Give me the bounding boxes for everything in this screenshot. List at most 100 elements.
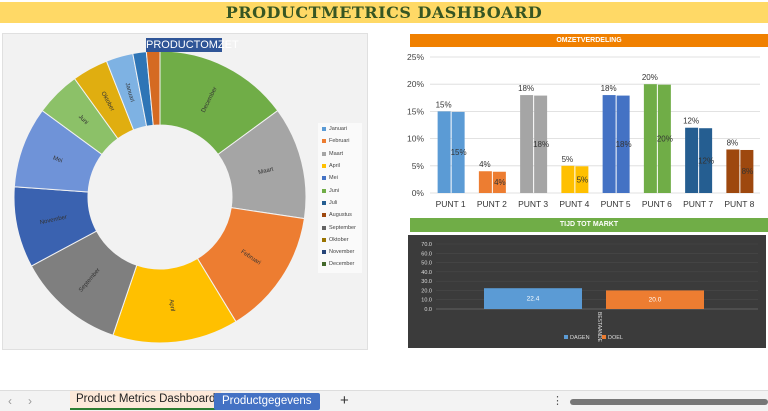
bar	[478, 171, 492, 193]
y-tick-label: 10.0	[421, 298, 432, 304]
legend-swatch	[602, 335, 606, 339]
x-tick-label: PUNT 4	[559, 199, 589, 209]
legend-swatch	[322, 127, 326, 132]
x-tick-label: PUNT 1	[436, 199, 466, 209]
y-tick-label: 50.0	[421, 261, 432, 267]
add-sheet-button[interactable]: +	[340, 392, 349, 409]
omzetverdeling-header: OMZETVERDELING	[410, 34, 768, 47]
legend-label: Juni	[329, 187, 340, 194]
legend-label: December	[329, 261, 355, 268]
data-label: 20%	[642, 73, 658, 82]
bar	[520, 95, 534, 193]
x-tick-label: PUNT 2	[477, 199, 507, 209]
legend-label: April	[329, 163, 341, 170]
legend-label: DAGEN	[570, 335, 590, 341]
legend-item: Mei	[318, 172, 362, 184]
legend-item: December	[318, 258, 362, 270]
y-tick-label: 40.0	[421, 270, 432, 276]
omzetverdeling-chart: 0% 5% 10% 15% 20% 25% 15% 15% PUNT 1 4%4% PUNT 2 18…	[407, 52, 760, 209]
donut-slice-label: April	[168, 299, 175, 312]
donut-legend: Januari Februari Maart April Mei Juni Juli Augu…	[318, 123, 362, 273]
legend-label: November	[329, 249, 355, 256]
data-label: 8%	[742, 167, 754, 176]
y-tick-label: 20.0	[421, 288, 432, 294]
legend-label: DOEL	[608, 335, 623, 341]
prev-sheet-button[interactable]: ‹	[8, 394, 12, 408]
bar	[534, 95, 548, 193]
donut-chart: DecemberMaartFebruariAprilSeptemberNovem…	[13, 50, 307, 344]
legend-swatch	[322, 250, 326, 255]
x-tick-label: PUNT 5	[601, 199, 631, 209]
legend-label: Mei	[329, 175, 338, 182]
legend-swatch	[322, 225, 326, 230]
data-label: 12%	[683, 117, 699, 126]
legend-label: Januari	[329, 126, 348, 133]
data-label: 22.4	[527, 296, 540, 303]
legend-swatch	[322, 151, 326, 156]
y-tick-label: 60.0	[421, 251, 432, 257]
y-tick-label: 15%	[407, 106, 424, 116]
bar	[575, 166, 589, 193]
x-tick-label: PUNT 3	[518, 199, 548, 209]
legend-swatch	[322, 237, 326, 242]
dashboard-title: PRODUCTMETRICS DASHBOARD	[0, 2, 768, 23]
donut-chart-title: PRODUCTOMZET	[146, 38, 239, 52]
bar	[699, 128, 713, 193]
bar	[643, 84, 657, 193]
data-label: 5%	[562, 155, 574, 164]
tijd-tot-markt-chart: 0.0 10.0 20.0 30.0 40.0 50.0 60.0 70.0 22.4 DAGEN…	[421, 242, 758, 343]
x-category-label: BESTAANDE	[596, 312, 602, 343]
legend-label: September	[329, 224, 356, 231]
data-label: 20.0	[649, 297, 662, 304]
bar-dagen	[484, 288, 582, 309]
legend-item: Juni	[318, 184, 362, 196]
legend-swatch	[322, 188, 326, 193]
y-tick-label: 20%	[407, 79, 424, 89]
legend-swatch	[322, 139, 326, 144]
data-label: 15%	[451, 148, 467, 157]
data-label: 8%	[727, 138, 739, 147]
legend-swatch	[322, 164, 326, 169]
data-label: 15%	[436, 100, 452, 109]
tab-product-metrics-dashboard[interactable]: Product Metrics Dashboard	[70, 391, 222, 410]
legend-item: Maart	[318, 148, 362, 160]
bar	[657, 84, 671, 193]
legend-item: Februari	[318, 135, 362, 147]
data-label: 18%	[616, 140, 632, 149]
legend-swatch	[322, 200, 326, 205]
legend-label: Augustus	[329, 212, 352, 219]
bar	[740, 149, 754, 193]
tijd-tot-markt-panel[interactable]	[408, 235, 766, 348]
data-label: 18%	[518, 84, 534, 93]
donut-slice-label: Mei	[52, 156, 63, 165]
bar	[602, 95, 616, 193]
legend-item: September	[318, 221, 362, 233]
bar	[492, 171, 506, 193]
data-label: 4%	[494, 178, 506, 187]
legend-item: Oktober	[318, 234, 362, 246]
donut-slice-label: Januari	[124, 82, 135, 103]
more-options-icon[interactable]: ⋮	[552, 395, 563, 407]
tab-productgegevens[interactable]: Productgegevens	[214, 393, 320, 410]
bar	[451, 111, 465, 193]
tijd-tot-markt-header: TIJD TOT MARKT	[410, 218, 768, 232]
legend-swatch	[322, 213, 326, 218]
legend-label: Oktober	[329, 236, 349, 243]
legend-item: Juli	[318, 197, 362, 209]
donut-slice-label: Maart	[258, 167, 275, 177]
x-tick-label: PUNT 8	[724, 199, 754, 209]
legend-label: Juli	[329, 199, 338, 206]
data-label: 18%	[533, 140, 549, 149]
legend-swatch	[322, 262, 326, 267]
bar	[437, 111, 451, 193]
y-tick-label: 0%	[412, 188, 425, 198]
next-sheet-button[interactable]: ›	[28, 394, 32, 408]
x-tick-label: PUNT 6	[642, 199, 672, 209]
data-label: 12%	[698, 156, 714, 165]
legend-label: Februari	[329, 138, 350, 145]
bar	[685, 127, 699, 193]
legend-item: Januari	[318, 123, 362, 135]
data-label: 20%	[657, 135, 673, 144]
donut-slice-label: November	[39, 215, 67, 227]
horizontal-scrollbar[interactable]	[570, 399, 768, 405]
